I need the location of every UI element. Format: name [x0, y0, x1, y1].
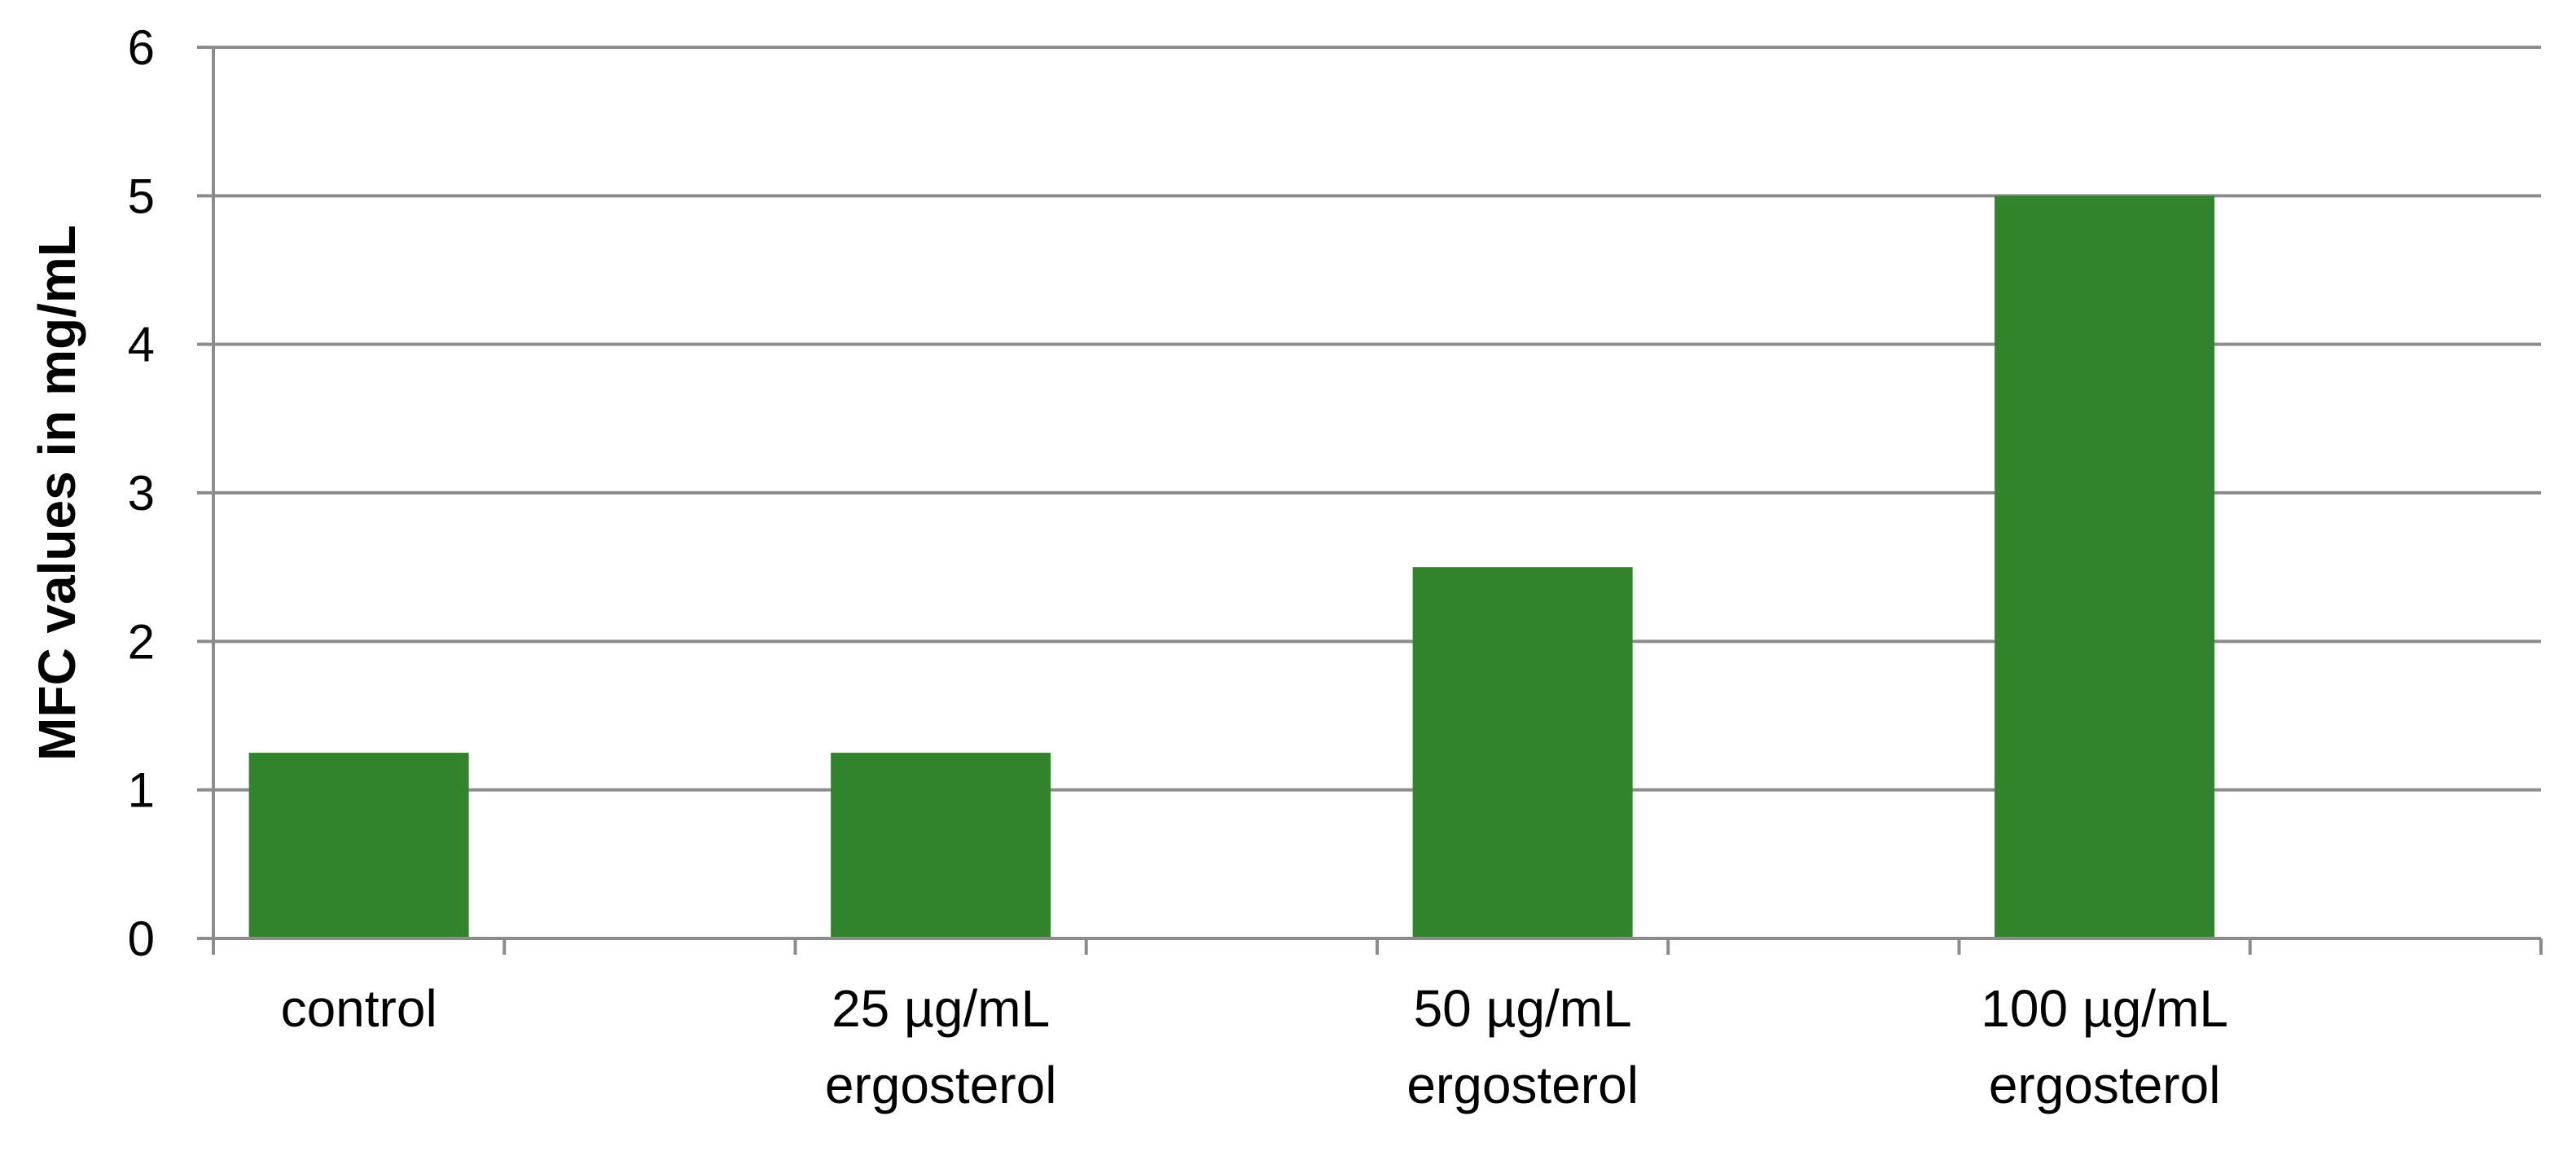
x-category-label: control [281, 979, 437, 1038]
x-category-label-line: ergosterol [1406, 1056, 1639, 1114]
x-category-label-line: 25 µg/mL [832, 979, 1050, 1038]
bar [248, 753, 469, 938]
x-category-label-line: control [281, 979, 437, 1038]
y-tick-label: 1 [128, 763, 155, 818]
bar [831, 753, 1051, 938]
bar [1412, 567, 1633, 938]
y-tick-label: 2 [128, 614, 155, 669]
x-category-label: 50 µg/mL ergosterol [1406, 979, 1639, 1114]
x-category-label-line: 50 µg/mL [1414, 979, 1632, 1038]
y-tick-label: 4 [128, 318, 155, 372]
y-tick-label: 0 [128, 912, 155, 966]
y-tick-label: 5 [128, 169, 155, 223]
x-category-label-line: 100 µg/mL [1981, 979, 2228, 1038]
x-category-label-line: ergosterol [825, 1056, 1057, 1114]
y-axis-title: MFC values in mg/mL [28, 225, 86, 761]
x-category-label: 25 µg/mL ergosterol [825, 979, 1057, 1114]
bar [1995, 196, 2215, 939]
x-category-label: 100 µg/mL ergosterol [1981, 979, 2228, 1114]
y-tick-labels: 0 1 2 3 4 5 6 [128, 20, 155, 966]
x-category-label-line: ergosterol [1989, 1056, 2221, 1114]
y-tick-label: 3 [128, 466, 155, 521]
bars [248, 196, 2215, 939]
x-category-labels: control 25 µg/mL ergosterol 50 µg/mL ergoste… [281, 979, 2228, 1114]
y-tick-label: 6 [128, 20, 155, 75]
axes [197, 46, 2543, 955]
